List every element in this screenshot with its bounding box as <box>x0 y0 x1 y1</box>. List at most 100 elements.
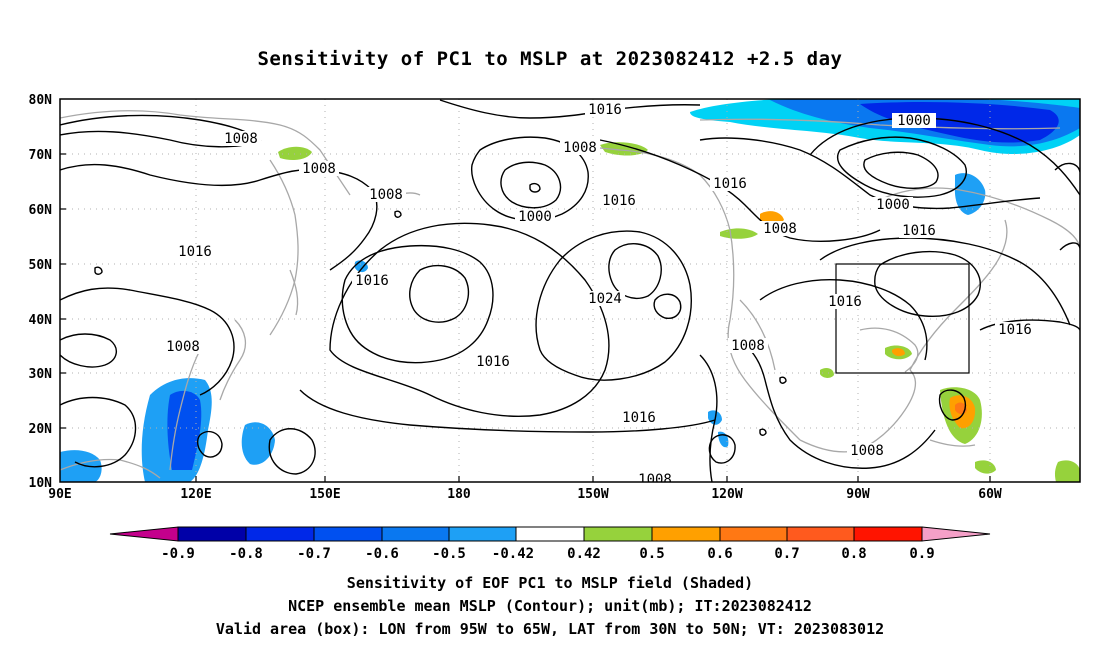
colorbar-label: 0.6 <box>707 546 732 562</box>
contour-label: 1024 <box>585 291 625 307</box>
contour-label: 1016 <box>175 244 215 260</box>
caption-shading: Sensitivity of EOF PC1 to MSLP field (Sh… <box>346 574 754 592</box>
colorbar-swatch <box>381 526 450 542</box>
shade-arctic-dark <box>860 102 1059 143</box>
colorbar-label: -0.42 <box>492 546 534 562</box>
colorbar-swatch <box>515 526 585 542</box>
svg-text:1000: 1000 <box>518 209 552 225</box>
colorbar-label: -0.9 <box>161 546 195 562</box>
svg-text:1008: 1008 <box>638 472 672 488</box>
map-frame <box>59 98 1081 483</box>
gridlines <box>60 99 1080 482</box>
caption-valid-area: Valid area (box): LON from 95W to 65W, L… <box>215 620 885 638</box>
shade-green-carib <box>975 460 996 474</box>
colorbar-min-arrow <box>109 526 179 542</box>
colorbar-swatch <box>853 526 923 542</box>
shade-phil-blue <box>241 422 275 465</box>
colorbar-label: -0.5 <box>432 546 466 562</box>
colorbar-label: 0.7 <box>774 546 799 562</box>
lon-label: 120E <box>180 487 211 502</box>
valid-area-box <box>835 263 970 374</box>
colorbar-label: 0.5 <box>639 546 664 562</box>
mslp-contours <box>60 99 1080 482</box>
svg-text:1016: 1016 <box>713 176 747 192</box>
svg-text:1016: 1016 <box>178 244 212 260</box>
colorbar-label: -0.6 <box>365 546 399 562</box>
svg-text:1016: 1016 <box>476 354 510 370</box>
svg-text:1016: 1016 <box>588 102 622 118</box>
colorbar-swatch <box>583 526 653 542</box>
contour-labels: 1008 1008 1008 1016 1016 1016 1016 1016 … <box>163 102 1035 488</box>
shade-green-kamchatka <box>278 146 312 160</box>
svg-text:1008: 1008 <box>850 443 884 459</box>
colorbar-label: 0.8 <box>841 546 866 562</box>
shade-orange-gulf <box>892 348 905 357</box>
shade-orange-bc <box>760 211 784 225</box>
svg-text:1008: 1008 <box>224 131 258 147</box>
contour-label: 1008 <box>299 161 339 177</box>
contour-label: 1016 <box>585 102 625 118</box>
lat-label: 30N <box>29 367 53 382</box>
colorbar-swatch <box>448 526 517 542</box>
lon-label: 150W <box>577 487 608 502</box>
lon-label: 150E <box>309 487 340 502</box>
sensitivity-shading <box>60 99 1080 482</box>
contour-label: 1016 <box>619 410 659 426</box>
shade-green-bc <box>720 228 758 239</box>
svg-text:1008: 1008 <box>166 339 200 355</box>
svg-text:1008: 1008 <box>731 338 765 354</box>
coastlines <box>60 110 1080 479</box>
contour-label: 1008 <box>366 187 406 203</box>
svg-text:1008: 1008 <box>369 187 403 203</box>
colorbar-swatch <box>719 526 788 542</box>
lat-label: 70N <box>29 148 53 163</box>
lon-label: 120W <box>711 487 742 502</box>
contour-label: 1016 <box>825 294 865 310</box>
contour-label: 1008 <box>760 221 800 237</box>
lat-label: 20N <box>29 422 53 437</box>
shade-green-mex <box>820 367 834 378</box>
colorbar-label: -0.8 <box>229 546 263 562</box>
lon-label: 60W <box>978 487 1002 502</box>
contour-label: 1016 <box>352 273 392 289</box>
shade-small-1 <box>355 260 368 273</box>
lon-label: 180 <box>447 487 471 502</box>
lat-label: 60N <box>29 203 53 218</box>
latitude-labels: 80N 70N 60N 50N 40N 30N 20N 10N <box>29 93 53 491</box>
contour-label: 1000 <box>515 209 555 225</box>
shade-wpac-dark <box>167 390 202 470</box>
contour-label: 1016 <box>473 354 513 370</box>
lat-label: 40N <box>29 313 53 328</box>
lat-label: 10N <box>29 476 53 491</box>
colorbar-swatch <box>177 526 247 542</box>
svg-text:1016: 1016 <box>998 322 1032 338</box>
svg-text:1008: 1008 <box>302 161 336 177</box>
contour-label: 1008 <box>728 338 768 354</box>
shade-scs-blue <box>60 450 102 482</box>
lat-label: 50N <box>29 258 53 273</box>
contour-label: 1008 <box>163 339 203 355</box>
colorbar-swatch <box>651 526 721 542</box>
colorbar-swatch <box>786 526 855 542</box>
svg-text:1016: 1016 <box>622 410 656 426</box>
svg-text:1024: 1024 <box>588 291 622 307</box>
tick-marks <box>60 153 991 482</box>
contour-label: 1016 <box>899 223 939 239</box>
colorbar-label: 0.9 <box>909 546 934 562</box>
svg-text:1016: 1016 <box>602 193 636 209</box>
caption-contour: NCEP ensemble mean MSLP (Contour); unit(… <box>288 597 812 615</box>
colorbar-labels: -0.9 -0.8 -0.7 -0.6 -0.5 -0.42 0.42 0.5 … <box>161 546 935 562</box>
svg-text:1016: 1016 <box>355 273 389 289</box>
colorbar-swatch <box>245 526 315 542</box>
contour-label: 1016 <box>599 193 639 209</box>
svg-text:1008: 1008 <box>563 140 597 156</box>
contour-label: 1016 <box>995 322 1035 338</box>
colorbar-label: -0.7 <box>297 546 331 562</box>
contour-label: 1000 <box>892 113 936 129</box>
colorbar-max-arrow <box>921 526 991 542</box>
lat-label: 80N <box>29 93 53 108</box>
colorbar-label: 0.42 <box>567 546 601 562</box>
contour-label: 1000 <box>873 197 913 213</box>
contour-label: 1008 <box>221 131 261 147</box>
svg-text:1000: 1000 <box>897 113 931 129</box>
